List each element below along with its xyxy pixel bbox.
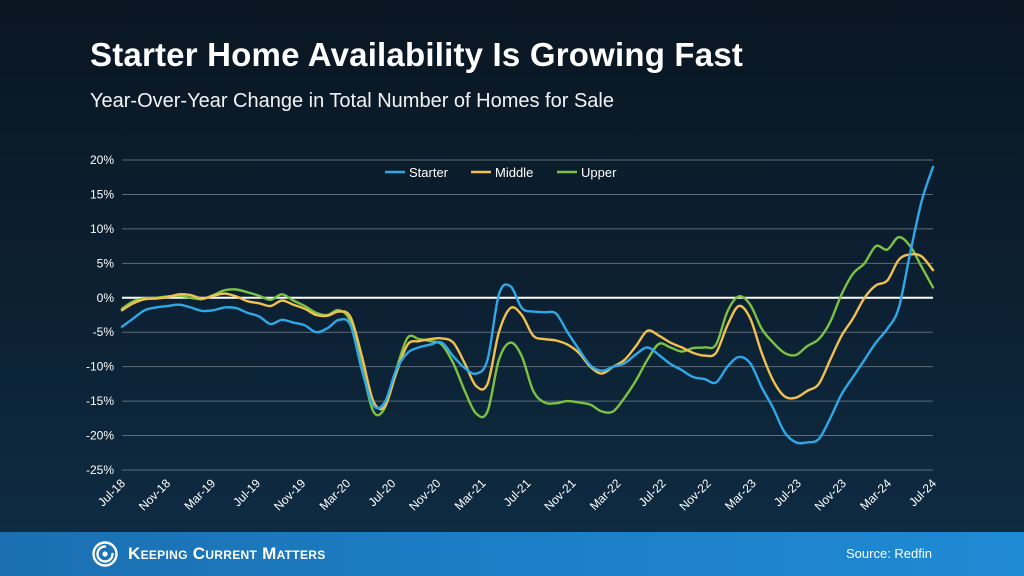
x-tick-label: Jul-18 [95,476,128,509]
series-lines [120,165,935,445]
legend: Starter Middle Upper [385,165,617,180]
x-tick-label: Nov-22 [677,476,714,513]
chart-subtitle: Year-Over-Year Change in Total Number of… [90,90,614,112]
x-tick-label: Jul-19 [230,476,263,509]
x-tick-label: Mar-24 [857,476,894,513]
y-tick-label: -15% [86,394,114,408]
x-tick-label: Mar-21 [452,476,489,513]
x-tick-label: Mar-23 [722,476,759,513]
series-line-upper [120,235,935,419]
legend-label-starter: Starter [409,165,449,180]
y-tick-label: 0% [97,291,115,305]
x-tick-label: Jul-23 [771,476,804,509]
chart-title: Starter Home Availability Is Growing Fas… [90,36,744,73]
series-line-starter [120,165,935,445]
x-tick-label: Nov-23 [812,476,849,513]
x-tick-label: Nov-20 [406,476,443,513]
y-tick-label: -5% [93,325,115,339]
y-tick-label: -25% [86,463,114,477]
x-tick-label: Mar-20 [317,476,354,513]
y-tick-label: 15% [90,187,114,201]
gridlines [122,159,933,471]
legend-label-middle: Middle [495,165,533,180]
x-tick-label: Jul-21 [501,476,534,509]
line-chart: 20%15%10%5%0%-5%-10%-15%-20%-25% Jul-18 N… [86,153,939,513]
series-line-middle [120,252,935,411]
y-axis-ticks: 20% 15% 10% 5% 0% -5% -10% -15% -20% -25% [86,153,114,477]
x-axis-ticks: Jul-18 Nov-18 Mar-19 Jul-19 Nov-19 Mar-20 Jul-… [95,476,939,513]
x-tick-label: Nov-18 [136,476,173,513]
legend-label-upper: Upper [581,165,617,180]
y-tick-label: -20% [86,429,114,443]
x-tick-label: Nov-19 [271,476,308,513]
source-label: Source: Redfin [846,546,932,561]
y-tick-label: 20% [90,153,114,167]
x-tick-label: Nov-21 [541,476,578,513]
footer-bar: Keeping Current Matters Source: Redfin [0,532,1024,576]
x-tick-label: Jul-24 [906,476,939,509]
x-tick-label: Mar-22 [587,476,624,513]
x-tick-label: Jul-20 [365,476,398,509]
y-tick-label: -10% [86,360,114,374]
y-tick-label: 10% [90,222,114,236]
y-tick-label: 5% [97,256,115,270]
x-tick-label: Jul-22 [636,476,669,509]
kcm-logo-icon [92,541,118,567]
brand-name: Keeping Current Matters [128,544,326,563]
x-tick-label: Mar-19 [181,476,218,513]
